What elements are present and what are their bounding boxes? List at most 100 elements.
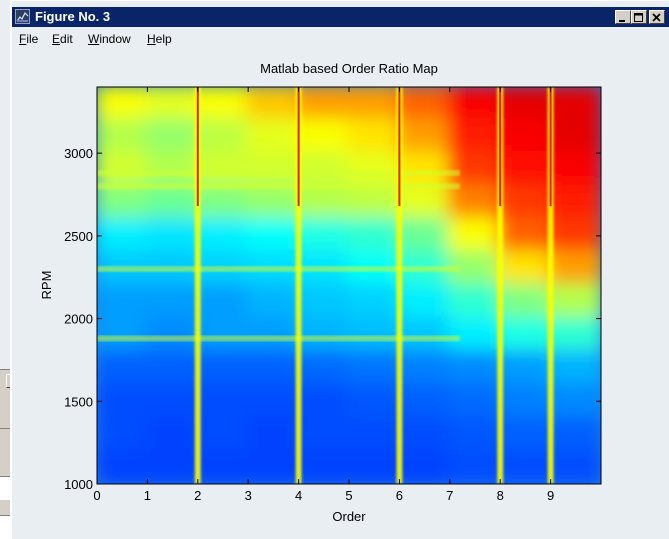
heatmap-cell xyxy=(498,217,553,255)
heatmap-cell xyxy=(195,349,251,387)
y-tick-label: 3000 xyxy=(64,146,93,161)
heatmap-cell xyxy=(397,217,452,255)
title-bar[interactable]: Figure No. 3 xyxy=(12,7,669,27)
heatmap-cell xyxy=(447,415,503,453)
heatmap-cell xyxy=(447,118,503,156)
x-tick-label: 8 xyxy=(497,488,504,503)
heatmap-cell xyxy=(498,118,553,156)
heatmap-cell xyxy=(145,118,200,156)
minimize-button[interactable] xyxy=(615,10,631,24)
order-line-core xyxy=(398,87,401,207)
heatmap-cell xyxy=(145,217,200,255)
heatmap-cell xyxy=(195,118,251,156)
x-tick-label: 9 xyxy=(547,488,554,503)
heatmap-cell xyxy=(397,118,452,156)
heatmap-cell xyxy=(145,283,200,321)
heatmap-cell xyxy=(347,217,402,255)
heatmap-cell xyxy=(195,87,251,123)
heatmap-cell xyxy=(195,448,251,484)
x-tick-label: 2 xyxy=(194,488,201,503)
x-tick-label: 4 xyxy=(295,488,302,503)
heatmap-cell xyxy=(195,283,251,321)
heatmap-cell xyxy=(347,349,402,387)
heatmap-cell xyxy=(195,415,251,453)
y-tick-label: 1000 xyxy=(64,477,93,492)
heatmap-cell xyxy=(548,316,601,354)
heatmap-cell xyxy=(548,382,601,420)
heatmap-cell xyxy=(347,415,402,453)
heatmap-cell xyxy=(195,217,251,255)
chart-title: Matlab based Order Ratio Map xyxy=(260,61,438,76)
order-line xyxy=(295,87,302,484)
x-tick-label: 6 xyxy=(396,488,403,503)
heatmap-cell xyxy=(447,184,503,222)
y-tick-label: 1500 xyxy=(64,394,93,409)
order-line-core xyxy=(549,87,552,207)
heatmap-cell xyxy=(347,382,402,420)
order-line xyxy=(497,87,504,484)
heatmap-cell xyxy=(145,382,200,420)
menu-window[interactable]: Window xyxy=(88,32,131,46)
x-tick-label: 7 xyxy=(446,488,453,503)
x-tick-label: 0 xyxy=(93,488,100,503)
heatmap-cell xyxy=(246,382,301,420)
heatmap-cell xyxy=(347,87,402,123)
rpm-band xyxy=(97,183,460,190)
heatmap-cell xyxy=(296,151,351,189)
order-line xyxy=(194,87,201,484)
heatmap-cell xyxy=(498,283,553,321)
rpm-band xyxy=(97,265,460,272)
heatmap-cell xyxy=(447,349,503,387)
rpm-band xyxy=(97,335,460,342)
heatmap-cell xyxy=(498,382,553,420)
x-axis-label: Order xyxy=(332,509,366,524)
heatmap-cell xyxy=(548,184,601,222)
y-axis-label: RPM xyxy=(39,271,54,300)
heatmap-cell xyxy=(296,87,351,123)
menu-file[interactable]: File xyxy=(19,32,39,46)
heatmap-cell xyxy=(246,448,301,484)
heatmap-cell xyxy=(246,217,301,255)
heatmap-cell xyxy=(397,283,452,321)
heatmap-cell xyxy=(97,184,150,222)
heatmap-cell xyxy=(347,283,402,321)
heatmap-cell xyxy=(397,87,452,123)
heatmap-cell xyxy=(97,448,150,484)
order-line-core xyxy=(297,87,300,207)
heatmap-cell xyxy=(195,382,251,420)
heatmap-cell xyxy=(97,87,150,123)
menu-edit[interactable]: Edit xyxy=(52,32,73,46)
maximize-button[interactable] xyxy=(631,10,647,24)
heatmap-cell xyxy=(296,217,351,255)
y-tick-label: 2000 xyxy=(64,312,93,327)
heatmap-cell xyxy=(97,349,150,387)
heatmap-cell xyxy=(498,87,553,123)
heatmap-cell xyxy=(548,283,601,321)
heatmap-cell xyxy=(195,184,251,222)
heatmap-cell xyxy=(498,316,553,354)
heatmap-cell xyxy=(447,217,503,255)
heatmap-cell xyxy=(97,217,150,255)
heatmap-cell xyxy=(246,349,301,387)
order-line xyxy=(547,87,554,484)
heatmap-cell xyxy=(548,118,601,156)
heatmap-cell xyxy=(397,151,452,189)
heatmap-cell xyxy=(145,316,200,354)
matlab-figure-icon[interactable] xyxy=(15,9,30,24)
heatmap-cell xyxy=(97,283,150,321)
heatmap-cell xyxy=(447,87,503,123)
heatmap-cell xyxy=(246,151,301,189)
heatmap-cell xyxy=(548,151,601,189)
heatmap-cell xyxy=(447,151,503,189)
heatmap-cell xyxy=(296,448,351,484)
close-button[interactable] xyxy=(649,10,665,24)
heatmap-cell xyxy=(397,316,452,354)
heatmap-cell xyxy=(397,184,452,222)
heatmap-cell xyxy=(246,87,301,123)
heatmap-cell xyxy=(246,118,301,156)
heatmap-cell xyxy=(296,415,351,453)
menu-help[interactable]: Help xyxy=(147,32,172,46)
heatmap-cell xyxy=(548,448,601,484)
heatmap-cell xyxy=(397,448,452,484)
heatmap-cell xyxy=(548,349,601,387)
